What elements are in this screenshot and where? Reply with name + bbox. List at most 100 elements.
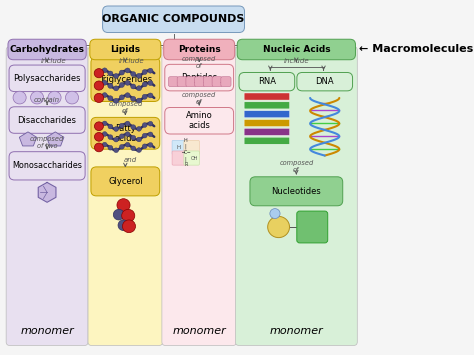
Circle shape [268,217,290,237]
FancyBboxPatch shape [164,39,235,60]
Text: contain: contain [34,97,60,103]
Circle shape [137,98,142,103]
Circle shape [102,93,107,98]
Circle shape [119,95,124,100]
Circle shape [142,133,147,138]
Circle shape [118,220,129,230]
Circle shape [131,84,136,89]
FancyBboxPatch shape [244,102,290,109]
Text: Amino
acids: Amino acids [186,111,212,130]
Circle shape [137,137,141,142]
Circle shape [94,93,104,103]
Text: Peptides: Peptides [181,73,217,82]
Text: Monosaccharides: Monosaccharides [12,161,82,170]
Circle shape [94,81,104,90]
FancyBboxPatch shape [244,137,290,144]
Circle shape [142,144,147,149]
Circle shape [102,132,107,136]
Circle shape [94,122,103,131]
Text: composed
of: composed of [279,160,313,173]
Circle shape [13,91,26,104]
FancyBboxPatch shape [184,140,200,154]
Circle shape [125,93,130,98]
Text: monomer: monomer [173,326,226,336]
Text: composed
of: composed of [182,56,216,69]
Circle shape [94,143,103,152]
Polygon shape [38,182,56,202]
FancyBboxPatch shape [165,64,234,91]
Circle shape [30,91,44,104]
FancyBboxPatch shape [186,77,196,87]
Circle shape [114,127,118,131]
Circle shape [148,81,153,86]
FancyBboxPatch shape [250,177,343,206]
Circle shape [137,73,142,78]
FancyBboxPatch shape [184,151,200,165]
Circle shape [96,83,101,88]
Circle shape [131,135,136,140]
Circle shape [96,95,101,100]
Text: Carbohydrates: Carbohydrates [9,45,84,54]
FancyBboxPatch shape [172,140,188,154]
FancyBboxPatch shape [244,111,290,118]
FancyBboxPatch shape [91,118,160,149]
FancyBboxPatch shape [297,72,353,91]
Circle shape [114,73,118,78]
FancyBboxPatch shape [244,93,290,100]
Circle shape [125,80,130,85]
Circle shape [137,148,141,152]
Text: include: include [41,58,66,64]
Circle shape [96,71,101,76]
Text: ← Macromolecules: ← Macromolecules [359,44,474,55]
Circle shape [119,144,124,149]
Text: DNA: DNA [315,77,334,86]
Text: composed
of: composed of [108,101,143,114]
Circle shape [65,91,79,104]
Text: composed
of: composed of [182,93,216,105]
Circle shape [270,209,280,219]
FancyBboxPatch shape [177,77,187,87]
Text: Glycerol: Glycerol [108,177,143,186]
Circle shape [148,68,153,73]
Circle shape [125,142,130,147]
FancyBboxPatch shape [244,120,290,127]
FancyBboxPatch shape [165,108,234,134]
Circle shape [102,68,107,73]
FancyBboxPatch shape [244,129,290,135]
Polygon shape [19,132,36,146]
FancyBboxPatch shape [91,57,160,102]
Circle shape [102,121,107,126]
Text: include: include [283,58,309,64]
Circle shape [142,123,147,127]
Text: H
|
─C─
|
R: H | ─C─ | R [181,138,190,167]
FancyBboxPatch shape [221,77,231,87]
FancyBboxPatch shape [162,47,237,345]
Circle shape [102,142,107,147]
Circle shape [108,83,113,88]
FancyBboxPatch shape [172,151,188,165]
Text: include: include [119,58,145,64]
Circle shape [142,82,147,87]
Text: Fatty
acids: Fatty acids [114,124,136,143]
Circle shape [114,86,118,91]
FancyBboxPatch shape [91,167,160,196]
Circle shape [119,82,124,87]
Text: Disaccharides: Disaccharides [18,115,77,125]
Circle shape [108,71,113,76]
Circle shape [117,199,130,212]
FancyBboxPatch shape [90,39,161,60]
Circle shape [114,98,118,103]
Circle shape [142,70,147,75]
Circle shape [114,148,118,153]
Text: ORGANIC COMPOUNDS: ORGANIC COMPOUNDS [102,14,245,24]
Text: RNA: RNA [258,77,276,86]
Text: H: H [176,145,180,150]
FancyBboxPatch shape [203,77,214,87]
Circle shape [148,132,153,137]
Circle shape [131,146,136,151]
Circle shape [113,209,124,220]
Circle shape [119,123,124,128]
Circle shape [108,96,113,101]
Circle shape [108,124,113,129]
FancyBboxPatch shape [212,77,222,87]
